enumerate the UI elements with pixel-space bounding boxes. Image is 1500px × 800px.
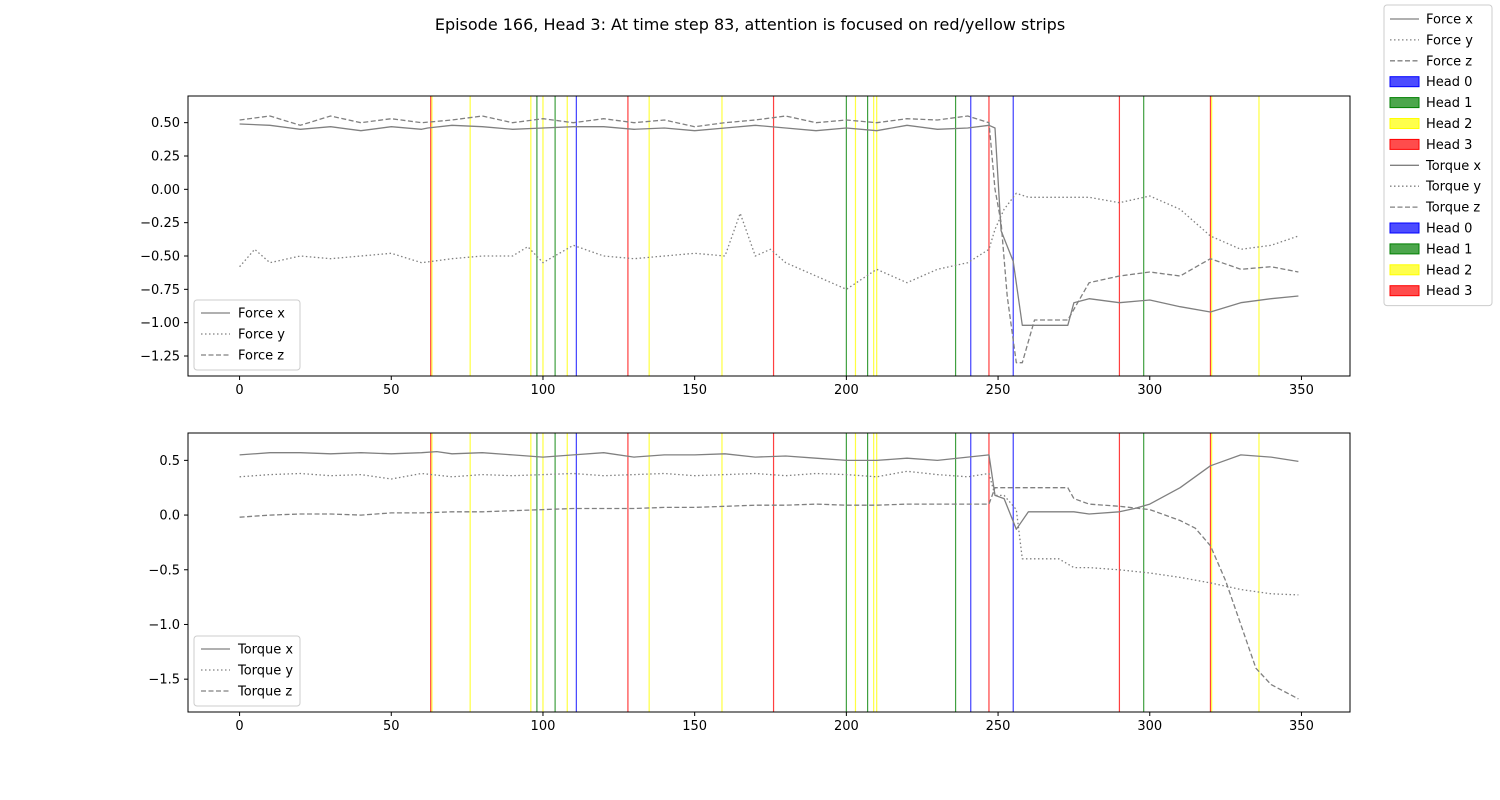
y-tick-label: −1.25 bbox=[140, 350, 180, 365]
figure-legend-patch bbox=[1389, 222, 1420, 234]
legend-label: Torque z bbox=[237, 685, 292, 700]
x-tick-label: 50 bbox=[383, 383, 400, 398]
axes-frame bbox=[187, 432, 1351, 713]
y-tick-label: −1.00 bbox=[140, 316, 180, 331]
x-tick-label: 350 bbox=[1289, 383, 1314, 398]
y-tick-label: 0.50 bbox=[151, 116, 180, 131]
figure-legend-label: Head 2 bbox=[1426, 117, 1472, 132]
figure-legend-patch bbox=[1389, 285, 1420, 297]
x-tick-label: 200 bbox=[834, 719, 859, 734]
series-torque-y bbox=[239, 470, 1299, 596]
figure-legend-label: Head 3 bbox=[1426, 138, 1472, 153]
figure-legend-frame bbox=[1383, 4, 1493, 307]
figure-legend-label: Torque z bbox=[1425, 201, 1480, 216]
y-tick-label: 0.5 bbox=[159, 454, 180, 469]
figure-legend-label: Force z bbox=[1426, 54, 1472, 69]
x-tick-label: 100 bbox=[531, 383, 556, 398]
figure-legend-label: Head 0 bbox=[1426, 75, 1472, 90]
figure-legend-label: Torque y bbox=[1425, 180, 1481, 195]
figure-legend-label: Head 0 bbox=[1426, 222, 1472, 237]
figure-legend-label: Force x bbox=[1426, 13, 1473, 28]
x-tick-label: 300 bbox=[1137, 383, 1162, 398]
y-tick-label: −0.5 bbox=[148, 563, 180, 578]
x-tick-label: 0 bbox=[235, 383, 243, 398]
x-tick-label: 0 bbox=[235, 719, 243, 734]
x-tick-label: 350 bbox=[1289, 719, 1314, 734]
figure-legend-label: Head 1 bbox=[1426, 242, 1472, 257]
legend-label: Force z bbox=[238, 349, 284, 364]
figure-title: Episode 166, Head 3: At time step 83, at… bbox=[435, 15, 1065, 34]
y-tick-label: −0.75 bbox=[140, 283, 180, 298]
figure-legend-label: Head 3 bbox=[1426, 284, 1472, 299]
figure-legend-patch bbox=[1389, 118, 1420, 129]
legend-frame bbox=[193, 635, 301, 707]
legend-frame bbox=[193, 299, 301, 371]
force-subplot: 0 50 100 150 200 250 300 350 0.50 0.25 0.00 −0.25 −0… bbox=[140, 95, 1351, 398]
torque-subplot: 0 50 100 150 200 250 300 350 0.5 0.0 −0.5 −1.0 −1.5 T… bbox=[148, 432, 1351, 734]
x-tick-label: 250 bbox=[986, 383, 1011, 398]
y-tick-label: 0.25 bbox=[151, 150, 180, 165]
series-force-x bbox=[239, 123, 1299, 326]
y-tick-label: −0.50 bbox=[140, 250, 180, 265]
figure-legend-label: Head 1 bbox=[1426, 96, 1472, 111]
figure-legend-patch bbox=[1389, 76, 1420, 88]
axes-legend: Force x Force y Force z bbox=[193, 299, 301, 371]
legend-label: Force x bbox=[238, 307, 285, 322]
figure-legend-label: Head 2 bbox=[1426, 263, 1472, 278]
x-tick-label: 300 bbox=[1137, 719, 1162, 734]
axes-legend: Torque x Torque y Torque z bbox=[193, 635, 301, 707]
y-tick-label: 0.0 bbox=[159, 509, 180, 524]
x-tick-label: 100 bbox=[531, 719, 556, 734]
legend-label: Force y bbox=[238, 328, 285, 343]
series-torque-z bbox=[239, 487, 1299, 700]
x-tick-label: 200 bbox=[834, 383, 859, 398]
x-tick-label: 150 bbox=[682, 383, 707, 398]
legend-label: Torque x bbox=[237, 643, 293, 658]
figure-legend-patch bbox=[1389, 97, 1420, 109]
figure-legend-patch bbox=[1389, 138, 1420, 150]
figure-legend-label: Force y bbox=[1426, 33, 1473, 48]
series-force-z bbox=[239, 115, 1299, 364]
axes-frame bbox=[187, 95, 1351, 377]
figure-legend-label: Torque x bbox=[1425, 159, 1481, 174]
x-tick-label: 150 bbox=[682, 719, 707, 734]
y-tick-label: 0.00 bbox=[151, 183, 180, 198]
y-tick-label: −1.0 bbox=[148, 618, 180, 633]
x-tick-label: 250 bbox=[986, 719, 1011, 734]
series-force-y bbox=[239, 192, 1299, 290]
figure-legend: Force x Force y Force z Head 0 Head 1 Head 2 H… bbox=[1383, 4, 1493, 307]
legend-label: Torque y bbox=[237, 664, 293, 679]
x-tick-label: 50 bbox=[383, 719, 400, 734]
y-tick-label: −1.5 bbox=[148, 673, 180, 688]
figure-legend-patch bbox=[1389, 264, 1420, 276]
y-tick-label: −0.25 bbox=[140, 216, 180, 231]
figure-legend-patch bbox=[1389, 243, 1420, 255]
series-torque-x bbox=[239, 450, 1299, 530]
